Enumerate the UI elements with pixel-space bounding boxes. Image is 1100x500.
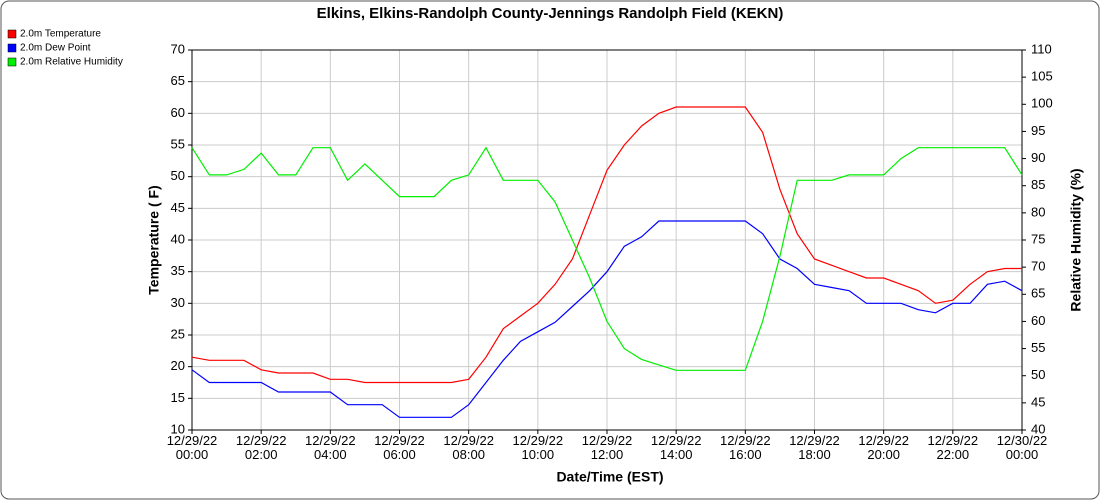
x-tick-label-line: 02:00 <box>245 447 278 462</box>
x-tick-label: 12/29/22 18:00 <box>789 433 840 462</box>
x-tick-label-line: 08:00 <box>452 447 485 462</box>
x-tick-label-line: 12/29/22 <box>374 433 425 448</box>
x-axis-title: Date/Time (EST) <box>556 469 663 485</box>
y2-tick-label: 80 <box>1031 204 1045 219</box>
x-tick-label-line: 06:00 <box>383 447 416 462</box>
plot-frame <box>191 49 1023 431</box>
y-axis-title: Temperature ( F) <box>146 185 162 294</box>
y2-tick-label: 70 <box>1031 259 1045 274</box>
x-tick-label-line: 12/29/22 <box>305 433 356 448</box>
x-tick-label-line: 12:00 <box>591 447 624 462</box>
x-tick-label: 12/29/22 20:00 <box>858 433 909 462</box>
chart-title: Elkins, Elkins-Randolph County-Jennings … <box>317 5 784 22</box>
y-tick-label: 30 <box>171 295 185 310</box>
legend-label: 2.0m Temperature <box>20 29 101 40</box>
x-tick-label-line: 12/29/22 <box>236 433 287 448</box>
x-tick-label-line: 22:00 <box>937 447 970 462</box>
x-tick-label-line: 12/29/22 <box>720 433 771 448</box>
x-tick-label: 12/29/22 16:00 <box>720 433 771 462</box>
legend-swatch <box>7 29 17 39</box>
y2-tick-label: 75 <box>1031 231 1045 246</box>
y2-tick-label: 100 <box>1031 96 1053 111</box>
x-tick-label: 12/29/22 06:00 <box>374 433 425 462</box>
legend-label: 2.0m Relative Humidity <box>20 57 123 68</box>
y2-tick-label: 65 <box>1031 286 1045 301</box>
x-tick-label-line: 12/29/22 <box>858 433 909 448</box>
x-tick-label-line: 12/29/22 <box>651 433 702 448</box>
y2-tick-label: 60 <box>1031 313 1045 328</box>
y2-tick-label: 85 <box>1031 177 1045 192</box>
x-tick-label: 12/29/22 00:00 <box>167 433 218 462</box>
x-tick-label: 12/29/22 14:00 <box>651 433 702 462</box>
y2-tick-label: 55 <box>1031 340 1045 355</box>
y-tick-label: 60 <box>171 105 185 120</box>
series-line <box>191 220 1023 418</box>
y-tick-label: 25 <box>171 326 185 341</box>
x-tick-label-line: 04:00 <box>314 447 347 462</box>
y-tick-label: 45 <box>171 200 185 215</box>
y-tick-label: 40 <box>171 231 185 246</box>
x-tick-label-line: 12/29/22 <box>443 433 494 448</box>
x-tick-label: 12/29/22 12:00 <box>582 433 633 462</box>
x-tick-label-line: 12/29/22 <box>582 433 633 448</box>
x-tick-label: 12/29/22 22:00 <box>928 433 979 462</box>
y2-tick-label: 40 <box>1031 421 1045 436</box>
x-tick-label-line: 12/29/22 <box>928 433 979 448</box>
y2-tick-label: 95 <box>1031 123 1045 138</box>
x-tick-label-line: 14:00 <box>660 447 693 462</box>
x-tick-label: 12/30/22 00:00 <box>997 433 1048 462</box>
x-tick-label-line: 18:00 <box>798 447 831 462</box>
x-tick-label: 12/29/22 08:00 <box>443 433 494 462</box>
y2-tick-label: 90 <box>1031 150 1045 165</box>
y-tick-label: 10 <box>171 421 185 436</box>
y2-tick-label: 50 <box>1031 367 1045 382</box>
x-tick-label-line: 12/29/22 <box>513 433 564 448</box>
y2-tick-label: 110 <box>1031 41 1052 56</box>
x-tick-label: 12/29/22 10:00 <box>513 433 564 462</box>
series-line <box>191 146 1023 371</box>
y-tick-label: 35 <box>171 263 185 278</box>
x-tick-label-line: 00:00 <box>176 447 209 462</box>
y2-tick-label: 45 <box>1031 394 1045 409</box>
y2-axis-title: Relative Humidity (%) <box>1068 168 1084 311</box>
x-tick-label-line: 12/29/22 <box>789 433 840 448</box>
x-tick-label-line: 10:00 <box>522 447 555 462</box>
y-tick-label: 50 <box>171 168 185 183</box>
series-line <box>191 106 1022 384</box>
x-tick-label-line: 16:00 <box>729 447 762 462</box>
y-tick-label: 70 <box>171 41 185 56</box>
x-tick-label: 12/29/22 04:00 <box>305 433 356 462</box>
y2-tick-label: 105 <box>1031 69 1053 84</box>
y-tick-label: 20 <box>171 358 185 373</box>
x-tick-label-line: 12/30/22 <box>997 433 1048 448</box>
x-tick-label-line: 12/29/22 <box>167 433 218 448</box>
y-tick-label: 55 <box>171 136 185 151</box>
x-tick-label-line: 00:00 <box>1006 447 1039 462</box>
x-tick-label: 12/29/22 02:00 <box>236 433 287 462</box>
y-tick-label: 65 <box>171 73 185 88</box>
legend-label: 2.0m Dew Point <box>20 43 91 54</box>
legend-swatch <box>7 43 17 53</box>
y-tick-label: 15 <box>171 390 185 405</box>
legend-swatch <box>7 57 17 67</box>
x-tick-label-line: 20:00 <box>867 447 900 462</box>
